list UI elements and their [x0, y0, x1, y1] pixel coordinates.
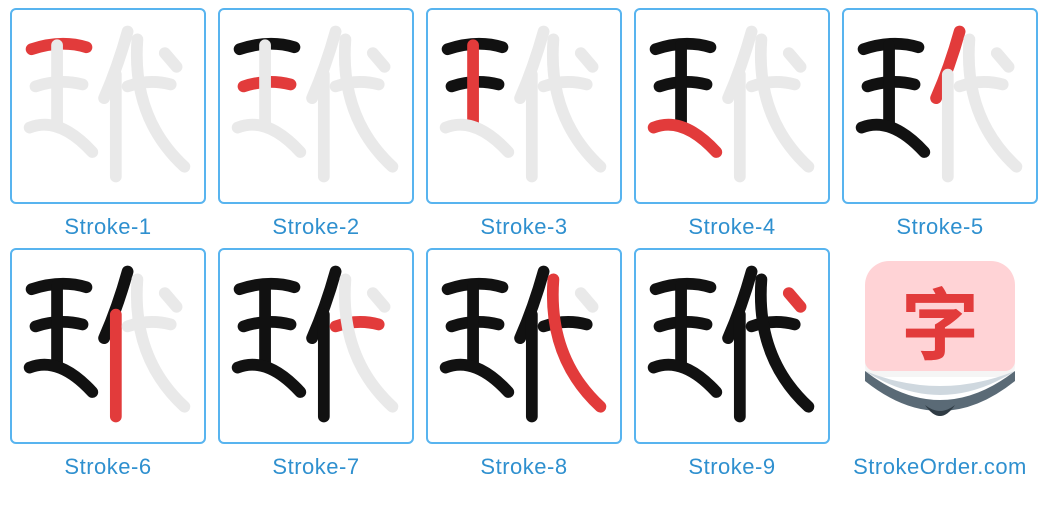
stroke-path-4	[446, 125, 509, 152]
stroke-tile[interactable]	[218, 248, 414, 444]
stroke-caption: Stroke-7	[272, 454, 359, 480]
stroke-path-8	[345, 279, 393, 406]
stroke-caption: Stroke-2	[272, 214, 359, 240]
stroke-path-4	[30, 125, 93, 152]
stroke-caption: Stroke-4	[688, 214, 775, 240]
stroke-path-4	[862, 125, 925, 152]
stroke-path-9	[165, 293, 177, 307]
stroke-path-9	[581, 293, 593, 307]
stroke-tile[interactable]	[634, 248, 830, 444]
stroke-cell: Stroke-2	[216, 8, 416, 240]
stroke-caption: Stroke-6	[64, 454, 151, 480]
stroke-grid: Stroke-1 Stroke-2 Stroke-3 Stroke-4 Stroke-5…	[8, 8, 1042, 480]
stroke-cell: Stroke-5	[840, 8, 1040, 240]
stroke-path-4	[446, 365, 509, 392]
site-logo[interactable]: 字	[842, 248, 1038, 444]
site-cell: 字 StrokeOrder.com	[840, 248, 1040, 480]
stroke-path-8	[137, 279, 185, 406]
stroke-cell: Stroke-6	[8, 248, 208, 480]
stroke-path-9	[373, 53, 385, 67]
stroke-path-9	[997, 53, 1009, 67]
stroke-path-4	[654, 365, 717, 392]
stroke-tile[interactable]	[10, 8, 206, 204]
stroke-cell: Stroke-4	[632, 8, 832, 240]
stroke-caption: Stroke-5	[896, 214, 983, 240]
stroke-tile[interactable]	[426, 248, 622, 444]
stroke-path-8	[969, 39, 1017, 166]
stroke-caption: Stroke-9	[688, 454, 775, 480]
stroke-caption: Stroke-1	[64, 214, 151, 240]
stroke-caption: Stroke-8	[480, 454, 567, 480]
stroke-path-9	[581, 53, 593, 67]
stroke-cell: Stroke-8	[424, 248, 624, 480]
site-caption[interactable]: StrokeOrder.com	[853, 454, 1027, 480]
logo-character: 字	[901, 281, 979, 359]
stroke-path-4	[30, 365, 93, 392]
stroke-path-8	[553, 279, 601, 406]
stroke-path-4	[238, 365, 301, 392]
stroke-tile[interactable]	[10, 248, 206, 444]
stroke-path-8	[553, 39, 601, 166]
stroke-path-8	[761, 39, 809, 166]
stroke-path-4	[238, 125, 301, 152]
stroke-path-8	[761, 279, 809, 406]
stroke-tile[interactable]	[842, 8, 1038, 204]
stroke-cell: Stroke-7	[216, 248, 416, 480]
stroke-tile[interactable]	[634, 8, 830, 204]
stroke-path-4	[654, 125, 717, 152]
stroke-cell: Stroke-9	[632, 248, 832, 480]
stroke-cell: Stroke-3	[424, 8, 624, 240]
stroke-tile[interactable]	[426, 8, 622, 204]
stroke-path-8	[345, 39, 393, 166]
stroke-caption: Stroke-3	[480, 214, 567, 240]
stroke-path-9	[373, 293, 385, 307]
stroke-tile[interactable]	[218, 8, 414, 204]
stroke-cell: Stroke-1	[8, 8, 208, 240]
stroke-path-9	[789, 53, 801, 67]
pencil-tip-icon	[865, 371, 1015, 427]
stroke-path-8	[137, 39, 185, 166]
stroke-path-9	[789, 293, 801, 307]
stroke-path-9	[165, 53, 177, 67]
